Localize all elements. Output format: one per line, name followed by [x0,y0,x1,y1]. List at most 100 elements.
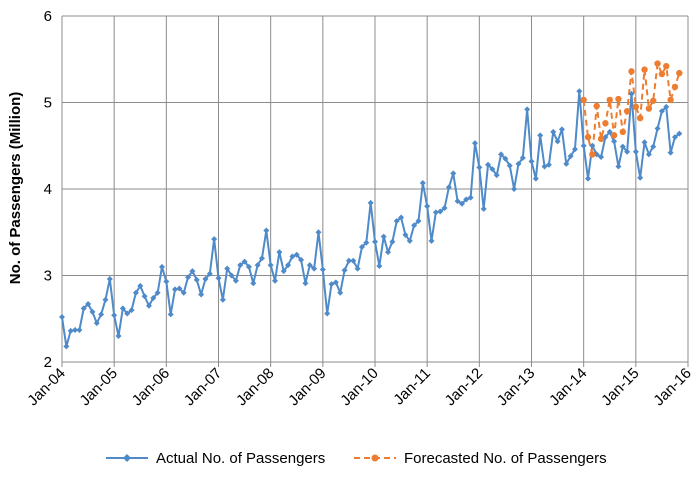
y-tick-label: 3 [44,268,52,285]
data-point-actual [406,237,413,244]
data-point-actual [250,280,257,287]
data-point-forecast [671,83,679,91]
data-point-forecast [606,96,613,104]
data-point-actual [319,266,326,273]
data-point-actual [232,277,239,284]
data-point-actual [415,218,422,225]
x-tick-label: Jan-06 [129,365,173,409]
data-point-actual [337,289,344,296]
data-point-actual [267,262,274,269]
data-point-actual [432,209,439,216]
data-point-forecast [584,133,592,141]
data-point-actual [393,218,400,225]
data-point-actual [528,158,535,165]
data-point-actual [185,274,192,281]
data-point-actual [63,343,70,350]
data-point-actual [545,161,552,168]
data-point-actual [202,275,209,282]
data-point-forecast [602,120,609,127]
data-point-actual [411,222,418,229]
x-tick-label: Jan-11 [390,365,434,409]
data-point-actual [124,310,131,317]
data-point-actual [632,148,639,155]
data-point-forecast [676,69,683,77]
data-point-actual [611,138,618,145]
data-point-actual [93,320,100,327]
x-tick-label: Jan-07 [181,365,225,409]
data-point-actual [80,305,87,312]
data-point-actual [398,214,405,221]
data-point-forecast [589,151,596,158]
data-point-actual [606,128,613,135]
data-point-forecast [623,107,631,115]
data-point-actual [676,130,683,137]
grid-layer [61,15,689,363]
data-point-actual [580,142,587,149]
data-point-actual [363,239,370,246]
data-point-actual [324,310,331,317]
data-point-actual [471,140,478,147]
y-tick-label: 4 [44,181,52,198]
y-axis-title: No. of Passengers (Million) [7,92,24,285]
label-layer: 2 3 4 5 6 Jan-04 Jan-05 Jan-06 Jan-07 Jan-08 Jan-0… [24,8,694,409]
data-point-actual [485,161,492,168]
data-point-actual [311,265,318,272]
data-point-actual [489,166,496,173]
data-point-actual [585,175,592,182]
data-point-actual [141,293,148,300]
data-point-actual [498,151,505,158]
data-point-forecast [667,96,674,104]
data-point-forecast [580,96,587,104]
data-point-actual [237,262,244,269]
data-point-forecast [641,66,648,73]
data-point-actual [106,275,113,282]
data-point-actual [172,286,179,293]
x-tick-label: Jan-04 [24,365,68,409]
series-line-actual [61,90,680,348]
data-point-actual [198,291,205,298]
data-point-forecast [632,103,640,111]
data-point-actual [228,272,235,279]
data-point-actual [667,149,674,156]
legend-label-actual: Actual No. of Passengers [156,450,325,467]
data-point-actual [445,184,452,191]
data-point-actual [150,294,157,301]
data-point-actual [437,208,444,215]
data-point-actual [276,249,283,256]
data-point-actual [254,262,261,269]
data-point-actual [532,175,539,182]
data-point-actual [332,279,339,286]
data-point-actual [119,305,126,312]
data-point-actual [571,146,578,153]
legend-marker-forecast [371,454,379,462]
data-point-actual [132,289,139,296]
data-point-actual [328,281,335,288]
data-point-forecast [619,128,626,136]
x-tick-label: Jan-08 [233,365,277,409]
data-point-actual [628,90,635,97]
data-point-actual [211,236,218,243]
data-point-actual [567,153,574,160]
data-point-actual [515,160,522,167]
data-point-actual [589,142,596,149]
x-tick-label: Jan-15 [598,365,642,409]
x-tick-label: Jan-09 [285,365,329,409]
data-point-forecast [650,97,657,104]
legend-marker-actual [123,454,131,462]
data-point-actual [302,280,309,287]
data-point-actual [189,268,196,275]
data-point-actual [224,265,231,272]
data-point-actual [419,179,426,186]
data-point-actual [67,327,74,334]
y-tick-label: 6 [44,8,52,25]
data-point-forecast [645,105,653,112]
data-point-actual [258,255,265,262]
data-point-actual [524,106,531,113]
data-point-actual [272,277,279,284]
axis-layer [61,16,689,367]
x-tick-label: Jan-10 [337,365,381,409]
data-point-actual [450,170,457,177]
data-point-actual [163,278,170,285]
